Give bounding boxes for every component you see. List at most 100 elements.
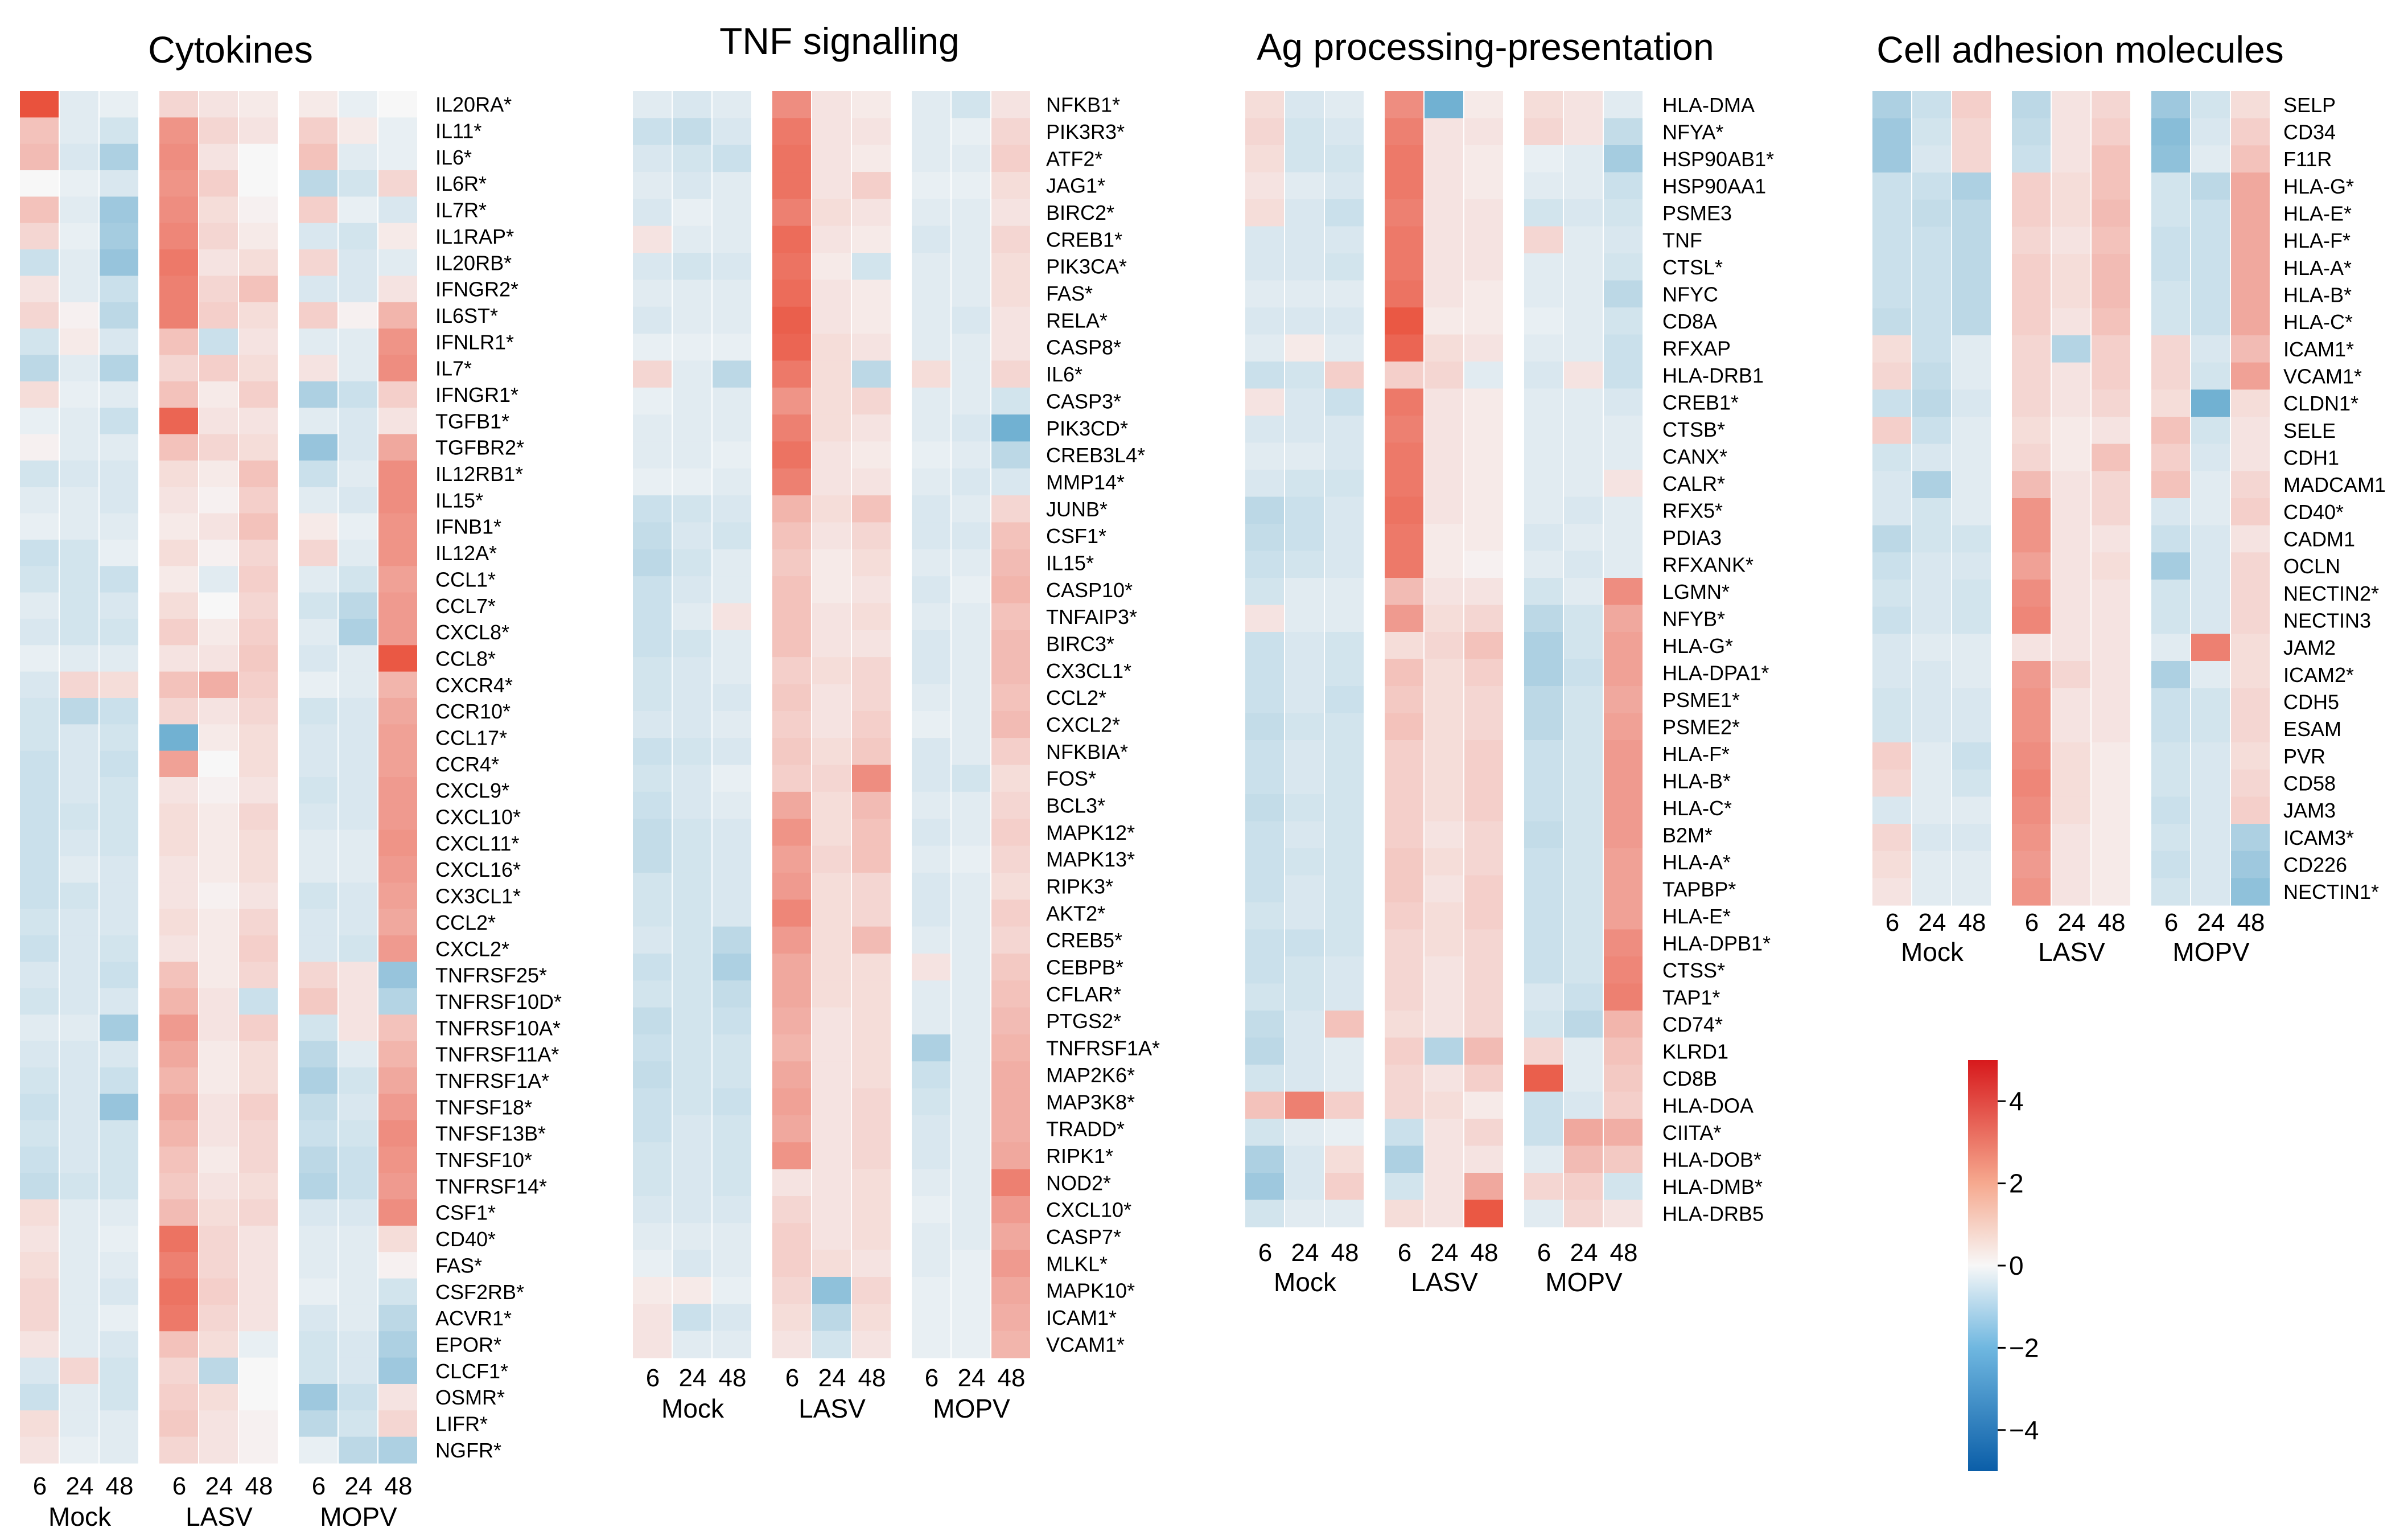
heatmap-cell [952,1142,990,1170]
heatmap-cell [991,522,1030,550]
heatmap-cell [2052,118,2090,146]
heatmap-cell [2191,796,2230,824]
heatmap-cell [60,935,98,963]
heatmap-cell [2012,525,2051,553]
heatmap-cell [633,199,672,227]
heatmap-cell [713,199,751,227]
heatmap-cell [1524,307,1563,335]
heatmap-cell [1524,686,1563,714]
heatmap-cell [60,645,98,672]
colorbar-tick-label: −2 [2009,1333,2039,1362]
heatmap-cell [1325,902,1364,930]
heatmap-cell [852,1223,891,1251]
heatmap-cell [2191,824,2230,852]
gene-label: TNFAIP3* [1046,605,1137,629]
heatmap-cell [812,441,851,469]
heatmap-cell [2231,308,2270,336]
heatmap-cell [1952,498,1991,526]
heatmap-cell [633,1196,672,1223]
heatmap-cell [2191,769,2230,797]
heatmap-cell [1872,742,1911,770]
heatmap-cell [299,1094,337,1121]
timepoint-labels: 6 24 48 6 24 48 6 24 48 [646,1364,1026,1392]
heatmap-cell [378,460,417,487]
heatmap-cell [2151,742,2190,770]
heatmap-cell [713,522,751,550]
heatmap-cell [2052,91,2090,119]
heatmap-cell [1564,388,1603,416]
heatmap-cell [1385,929,1423,957]
gene-label: CFLAR* [1046,983,1121,1006]
gene-label: ACVR1* [435,1307,512,1330]
heatmap-cell [772,765,811,792]
heatmap-cell [2151,389,2190,417]
heatmap-cell [1245,524,1284,552]
heatmap-cell [2231,580,2270,607]
heatmap-cell [852,1330,891,1358]
heatmap-cell [199,355,238,382]
gene-label: HLA-C* [2283,310,2353,334]
heatmap-cell [772,953,811,981]
heatmap-cell [339,539,377,566]
heatmap-cell [199,539,238,566]
condition-label: MOPV [933,1394,1010,1423]
heatmap-cell [633,468,672,496]
heatmap-cell [713,172,751,199]
heatmap-cell [1245,470,1284,498]
heatmap-cell [2151,525,2190,553]
heatmap-cell [1564,1200,1603,1227]
heatmap-cell [159,1199,198,1226]
ag-processing-panel: Ag processing-presentation HLA-DMANFYA*H… [1245,26,1774,1297]
heatmap-cell [633,980,672,1008]
heatmap-cell [2151,254,2190,282]
heatmap-cell [60,487,98,514]
heatmap-cell [2231,471,2270,499]
heatmap-cell [1564,686,1603,714]
heatmap-cell [1245,442,1284,470]
heatmap-cell [1872,525,1911,553]
heatmap-cell [772,1276,811,1304]
heatmap-cell [2092,498,2130,526]
heatmap-cell [339,1252,377,1279]
heatmap-cell [2151,498,2190,526]
heatmap-cell [1464,578,1503,606]
heatmap-cell [20,829,59,857]
heatmap-cell [2012,606,2051,634]
heatmap-cell [2092,335,2130,363]
gene-label: MAP3K8* [1046,1090,1135,1114]
heatmap-cell [1425,1065,1463,1093]
heatmap-cell [991,1061,1030,1089]
heatmap-cell [159,1331,198,1358]
heatmap-cell [60,962,98,989]
heatmap-cell [239,1120,278,1147]
heatmap-cell [20,671,59,699]
panel-title: TNF signalling [719,20,960,62]
heatmap-cell [1245,821,1284,849]
heatmap-cell [2231,118,2270,146]
gene-label: HLA-E* [2283,202,2352,225]
heatmap-cell [812,1088,851,1116]
heatmap-cell [1912,471,1951,499]
heatmap-cell [713,711,751,738]
heatmap-cell [1524,226,1563,254]
gene-label: CD8A [1662,310,1717,333]
gene-label: NFKBIA* [1046,740,1128,763]
heatmap-cell [60,117,98,145]
heatmap-cell [2191,199,2230,227]
timepoint-label: 24 [1570,1239,1598,1267]
heatmap-cell [100,1410,138,1438]
heatmap-cell [20,750,59,778]
heatmap-cell [812,468,851,496]
heatmap-cell [772,630,811,658]
heatmap-cell [199,1173,238,1200]
timepoint-labels: 6 24 48 6 24 48 6 24 48 [1258,1239,1638,1267]
heatmap-cell [1604,713,1643,741]
heatmap-cell [1564,496,1603,524]
heatmap-cell [2012,281,2051,309]
heatmap-cell [100,909,138,936]
heatmap-cell [952,172,990,199]
gene-label: CCL8* [435,647,496,670]
heatmap-cell [1872,227,1911,254]
heatmap-cell [1564,416,1603,443]
heatmap-cell [20,882,59,910]
